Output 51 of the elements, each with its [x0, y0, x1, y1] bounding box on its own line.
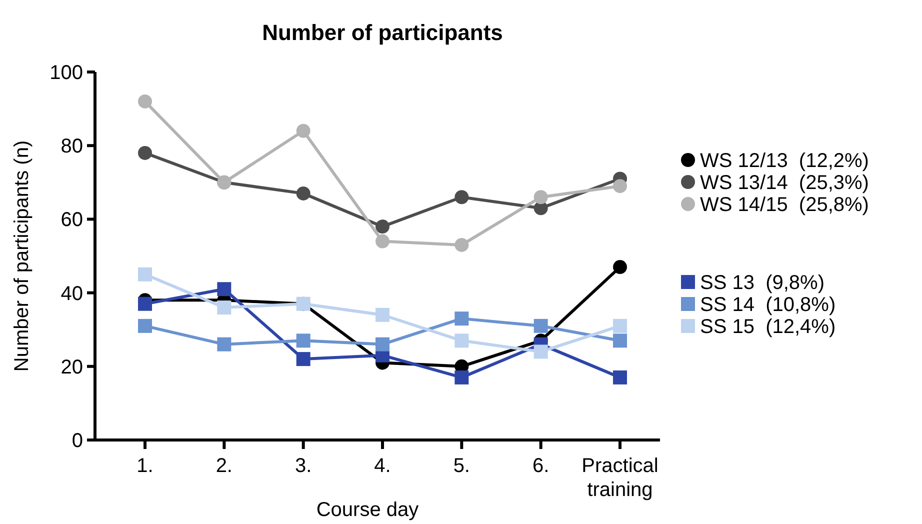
chart-title: Number of participants — [262, 20, 503, 45]
point — [138, 146, 152, 160]
legend-label: SS 13 (9,8%) — [700, 272, 825, 294]
point — [138, 267, 152, 282]
x-tick-label: Practical training — [582, 455, 658, 501]
point — [138, 94, 152, 108]
x-tick-label: 4. — [374, 455, 391, 477]
point — [534, 344, 548, 359]
point — [138, 296, 152, 311]
y-tick-label: 100 — [50, 62, 83, 84]
point — [376, 220, 390, 234]
point — [613, 334, 627, 348]
legend-label: SS 15 (12,4%) — [700, 316, 836, 338]
point — [217, 282, 232, 296]
x-tick-label: 2. — [216, 455, 233, 477]
legend-label: WS 14/15 (25,8%) — [700, 194, 869, 216]
point — [296, 334, 310, 348]
x-tick-label: 3. — [294, 455, 312, 477]
point — [613, 179, 627, 194]
point — [376, 337, 390, 352]
point — [454, 312, 469, 326]
point — [217, 337, 232, 352]
point — [613, 318, 627, 333]
y-tick-label: 0 — [72, 430, 83, 452]
y-tick-label: 20 — [60, 356, 83, 378]
legend-label: WS 12/13 (12,2%) — [700, 150, 869, 172]
y-axis-title: Number of participants (n) — [11, 140, 33, 372]
point — [454, 190, 469, 204]
point — [534, 190, 548, 204]
point — [296, 352, 310, 366]
point — [217, 300, 232, 315]
y-tick-label: 40 — [60, 282, 83, 305]
point — [296, 186, 310, 200]
point — [376, 308, 390, 322]
legend-label: SS 14 (10,8%) — [700, 294, 836, 316]
point — [613, 260, 627, 274]
point — [454, 370, 469, 384]
x-tick-label: 1. — [136, 455, 154, 477]
point — [376, 234, 390, 248]
legend-label: WS 13/14 (25,3%) — [700, 172, 869, 194]
y-tick-label: 60 — [60, 209, 83, 232]
point — [296, 124, 310, 138]
x-axis-title: Course day — [316, 499, 419, 521]
y-tick-label: 80 — [60, 136, 83, 158]
x-tick-label: 5. — [453, 455, 470, 477]
point — [454, 238, 469, 252]
point — [454, 334, 469, 348]
point — [138, 318, 152, 333]
x-tick-label: 6. — [532, 455, 550, 477]
point — [534, 318, 548, 333]
point — [613, 370, 627, 384]
